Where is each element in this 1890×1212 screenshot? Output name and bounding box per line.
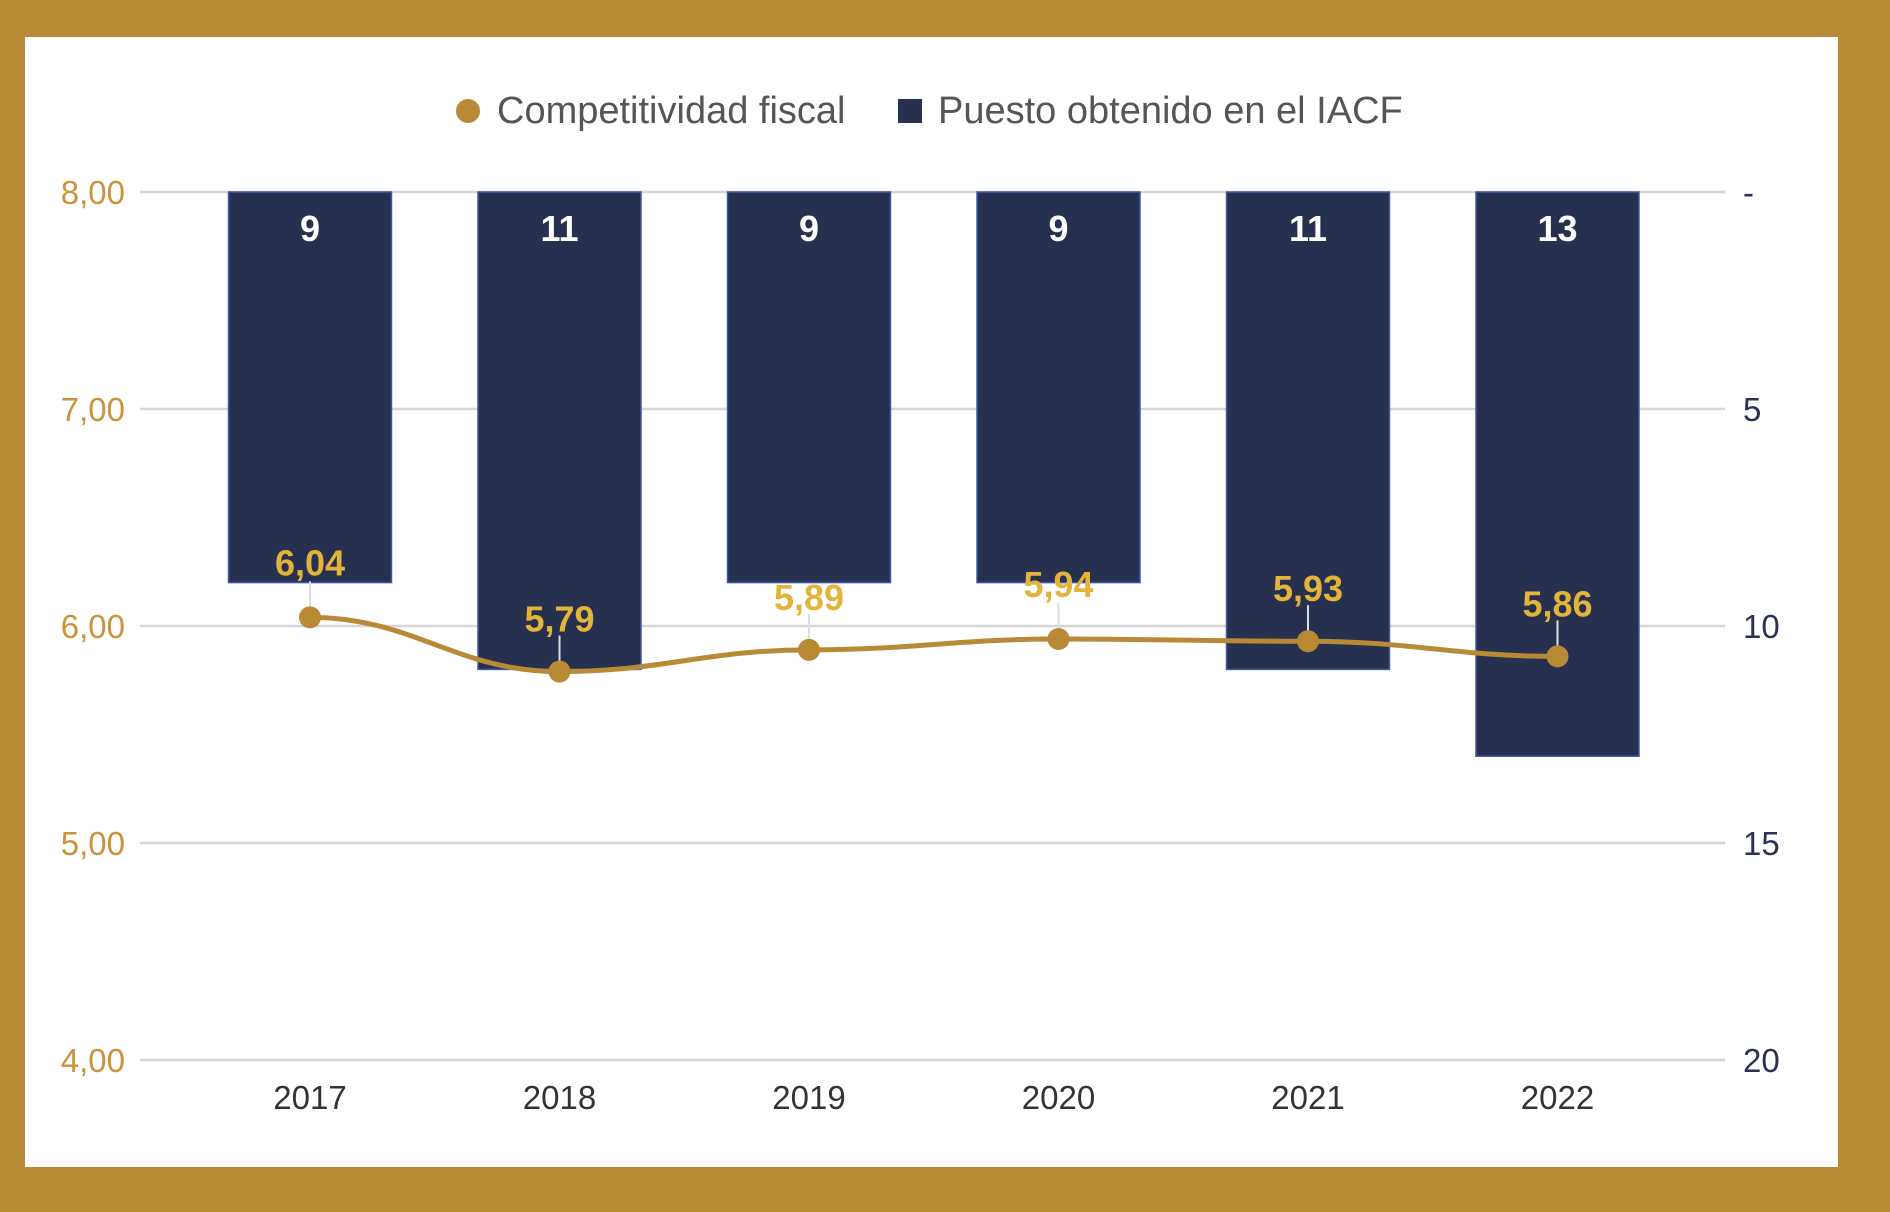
bar-data-label: 13	[1537, 208, 1577, 249]
line-point	[1297, 630, 1319, 653]
axis-labels: 4,00 5,00 6,00 7,00 8,00 - 5 10 15 20 2017 2018 2019…	[61, 174, 1780, 1116]
legend-marker-puesto	[898, 99, 922, 123]
gridlines	[140, 190, 1725, 1062]
bar	[976, 191, 1141, 584]
x-tick-label: 2018	[523, 1079, 596, 1116]
bar-data-label: 9	[300, 208, 320, 249]
bar	[477, 191, 642, 671]
bar-data-label: 11	[540, 208, 578, 249]
line-competitividad	[299, 581, 1569, 683]
y-left-tick-label: 5,00	[61, 825, 125, 862]
y-right-tick-label: 20	[1743, 1042, 1780, 1079]
x-tick-label: 2017	[273, 1079, 346, 1116]
legend: Competitividad fiscal Puesto obtenido en …	[456, 90, 1403, 132]
data-labels: 9 11 9 9 11 13 6,04 5,79 5,89 5,94 5,93 5,86	[275, 208, 1593, 640]
line-data-label: 5,79	[524, 599, 594, 640]
bars-puesto	[227, 191, 1640, 757]
y-right-tick-label: -	[1743, 174, 1754, 211]
bar-data-label: 11	[1289, 208, 1327, 249]
bar-data-label: 9	[1048, 208, 1068, 249]
bar	[1475, 191, 1640, 757]
bar	[726, 191, 892, 584]
y-right-tick-label: 5	[1743, 391, 1761, 428]
x-tick-label: 2020	[1022, 1079, 1095, 1116]
series-line	[309, 614, 1558, 675]
line-point	[548, 660, 571, 683]
combo-chart: 9 11 9 9 11 13 6,04 5,79 5,89 5,94 5,93 5,86 4,00 5,…	[61, 90, 1780, 1116]
line-data-label: 5,94	[1023, 564, 1093, 605]
y-right-tick-label: 10	[1743, 608, 1780, 645]
line-data-label: 5,93	[1273, 568, 1343, 609]
line-point	[1546, 645, 1569, 668]
line-data-label: 6,04	[275, 542, 345, 583]
legend-marker-competitividad	[456, 99, 480, 123]
chart-panel: 9 11 9 9 11 13 6,04 5,79 5,89 5,94 5,93 5,86 4,00 5,…	[25, 37, 1838, 1167]
line-point	[299, 606, 321, 629]
y-left-tick-label: 6,00	[61, 608, 125, 645]
bar	[1225, 191, 1391, 671]
bar-data-label: 9	[799, 208, 819, 249]
line-point	[1047, 628, 1070, 651]
y-right-tick-label: 15	[1743, 825, 1780, 862]
x-tick-label: 2022	[1521, 1079, 1594, 1116]
y-left-tick-label: 8,00	[61, 174, 125, 211]
x-tick-label: 2019	[772, 1079, 845, 1116]
line-point	[798, 638, 820, 661]
legend-label-puesto: Puesto obtenido en el IACF	[938, 90, 1403, 132]
legend-label-competitividad: Competitividad fiscal	[497, 90, 845, 132]
y-left-tick-label: 7,00	[61, 391, 125, 428]
line-data-label: 5,86	[1522, 583, 1592, 624]
y-left-tick-label: 4,00	[61, 1042, 125, 1079]
bar	[227, 191, 393, 584]
x-tick-label: 2021	[1271, 1079, 1344, 1116]
line-data-label: 5,89	[774, 577, 844, 618]
